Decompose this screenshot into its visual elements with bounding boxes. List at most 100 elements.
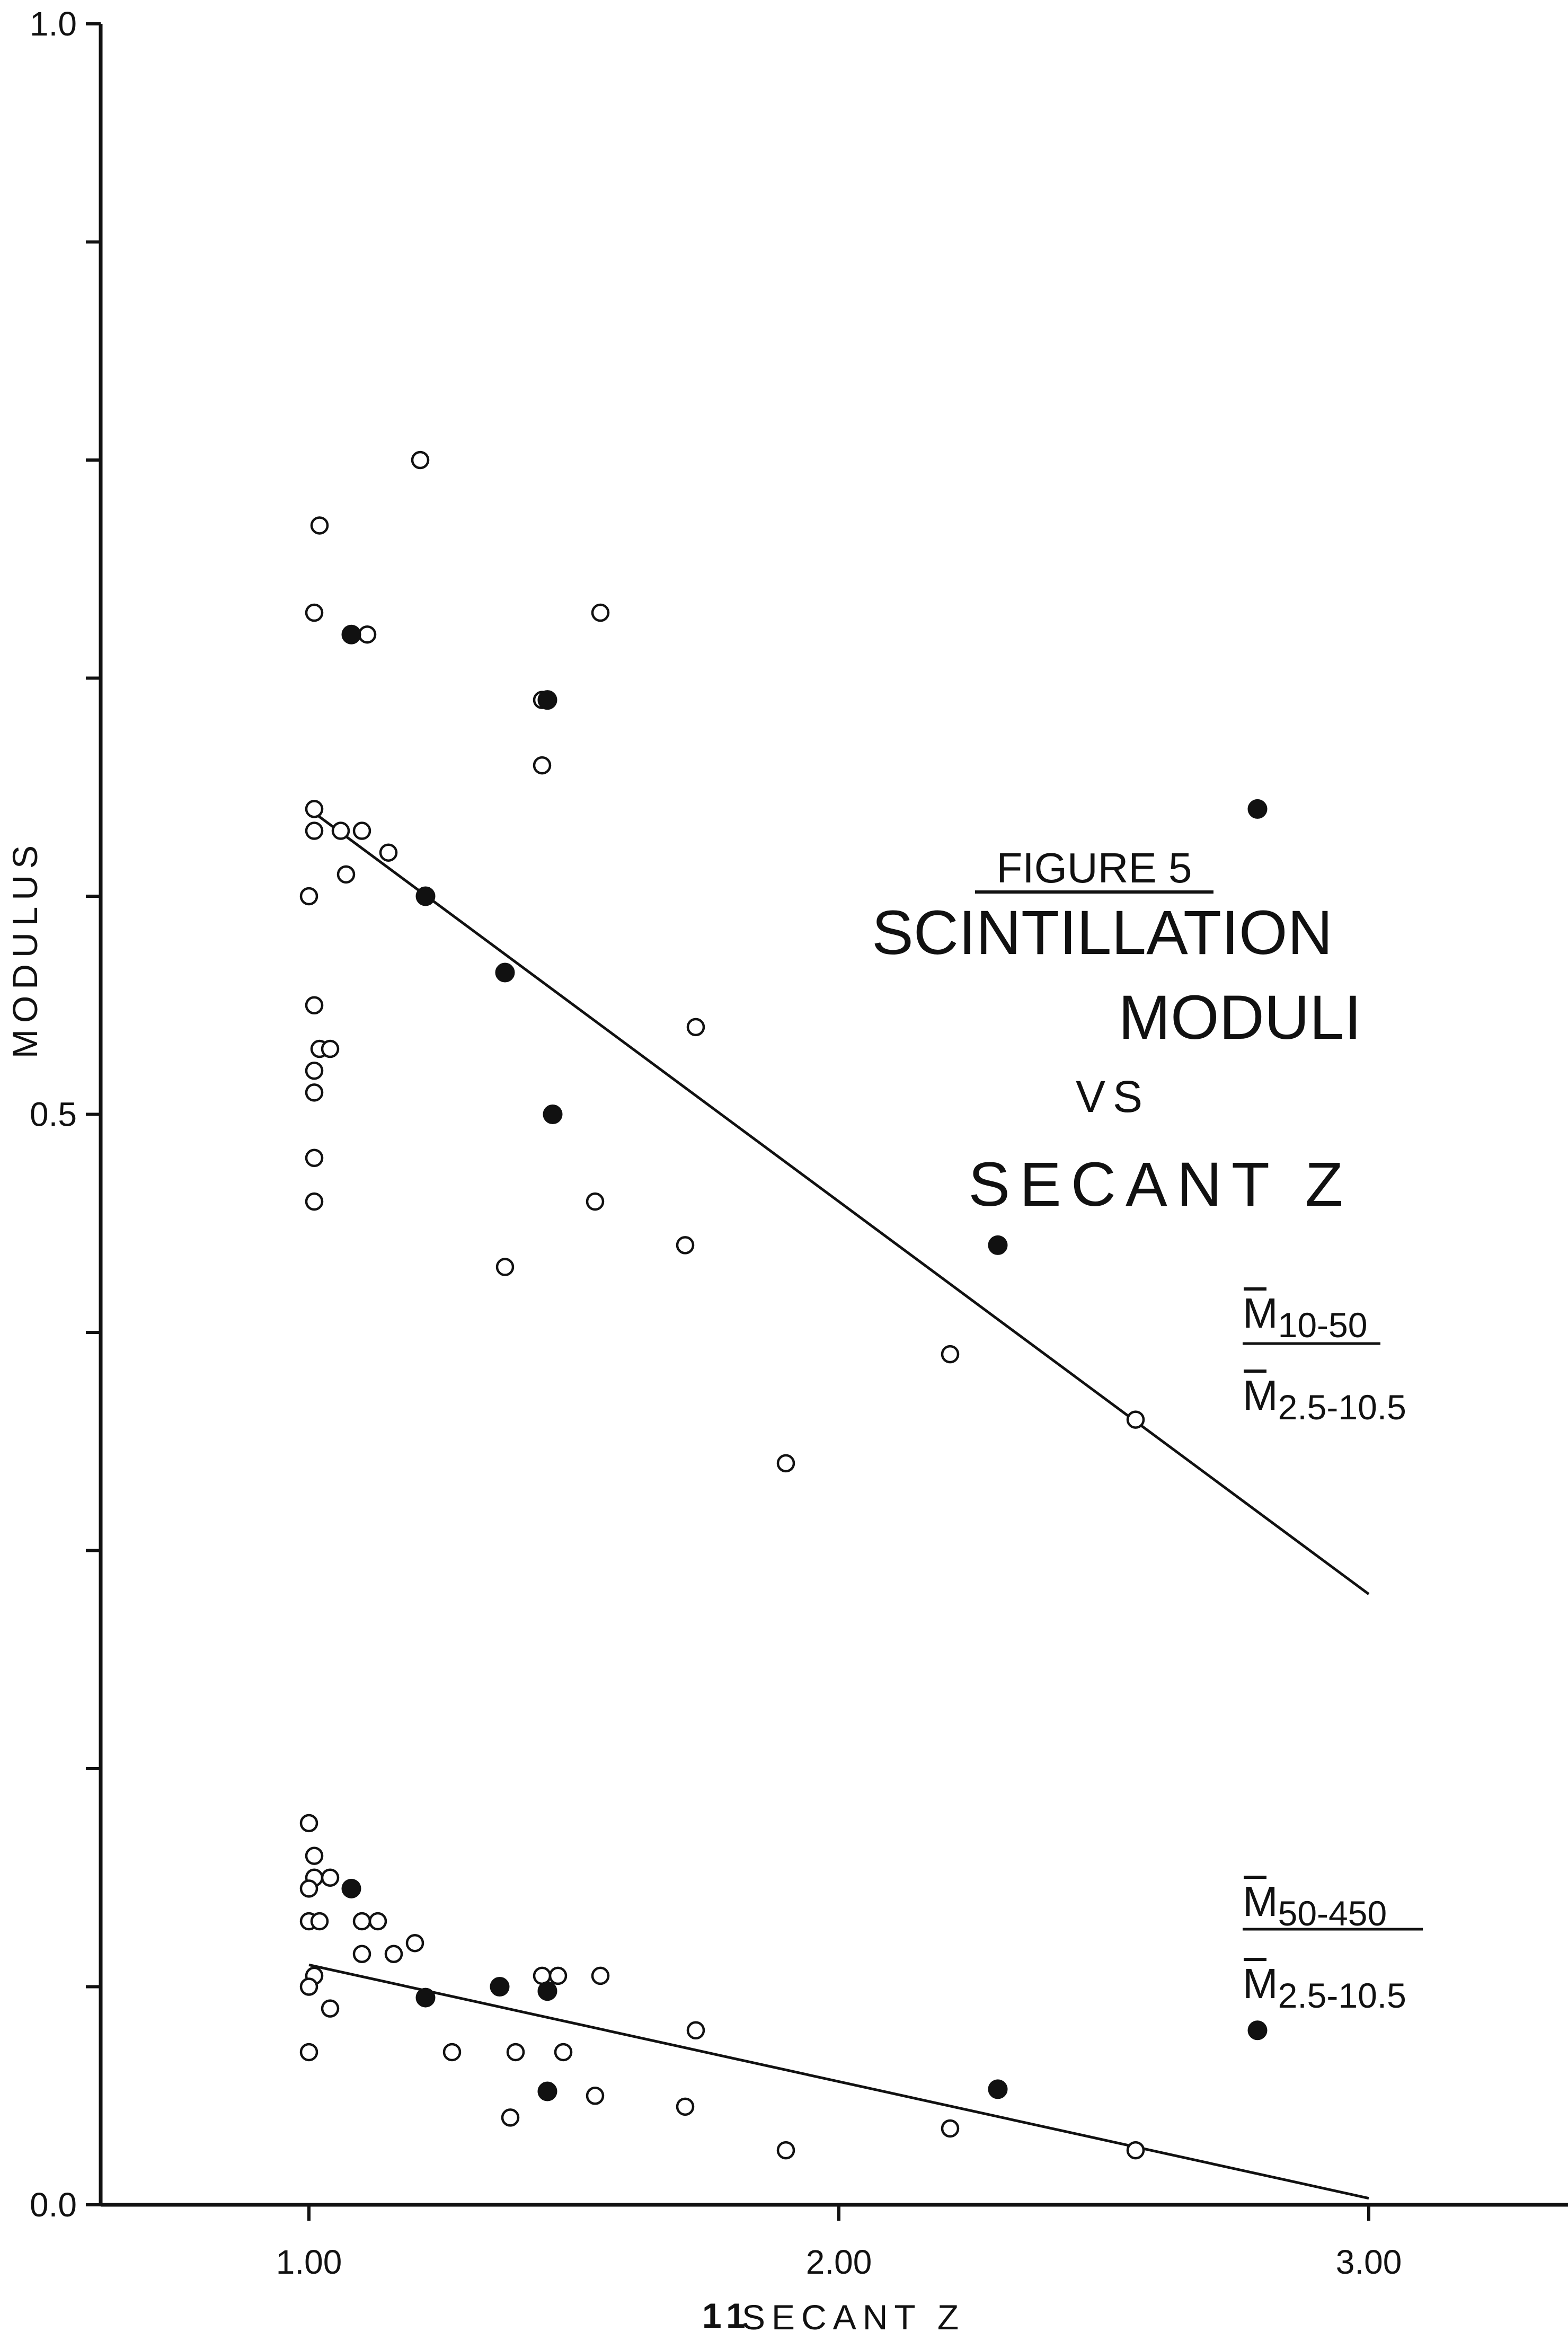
filled-point: [495, 962, 515, 983]
upper-fit-line: [308, 808, 1370, 1595]
y-axis-title: MODULUS: [5, 839, 45, 1058]
open-point: [1126, 1410, 1145, 1429]
x-axis-title: SECANT Z: [742, 2298, 965, 2332]
filled-point: [490, 1977, 510, 1997]
open-point: [368, 1912, 387, 1931]
filled-point: [415, 886, 436, 906]
filled-point: [543, 1105, 563, 1124]
open-point: [506, 2043, 525, 2062]
open-point: [299, 1879, 318, 1898]
open-point: [352, 822, 371, 840]
open-point: [554, 2043, 573, 2062]
open-point: [548, 1966, 568, 1985]
filled-point: [537, 2081, 557, 2101]
open-point: [305, 800, 324, 818]
title-line-vs: VS: [1076, 1072, 1150, 1121]
open-point: [305, 1149, 324, 1168]
open-point: [321, 1999, 340, 2018]
lower-num-sub: 50-450: [1278, 1894, 1387, 1933]
open-point: [676, 1236, 695, 1255]
upper-num-sub: 10-50: [1278, 1305, 1368, 1345]
open-point: [310, 1912, 329, 1931]
open-point: [591, 1966, 610, 1985]
open-point: [331, 822, 350, 840]
open-point: [591, 603, 610, 622]
lower-den-base: M: [1243, 1960, 1278, 2007]
open-point: [941, 2119, 960, 2138]
x-tick-label: 1.00: [276, 2243, 342, 2281]
open-point: [305, 1847, 324, 1865]
figure-number: FIGURE 5: [997, 844, 1192, 891]
open-point: [586, 1192, 605, 1211]
x-axis-title-prefix: 11: [702, 2296, 752, 2332]
open-point: [305, 1061, 324, 1080]
open-point: [305, 1083, 324, 1102]
filled-point: [415, 1988, 436, 2008]
lower-num-base: M: [1243, 1878, 1278, 1925]
title-line-moduli: MODULI: [1119, 983, 1362, 1053]
svg-text:M50-450: M50-450: [1243, 1878, 1387, 1933]
open-point: [495, 1258, 515, 1276]
open-point: [352, 1912, 371, 1931]
open-point: [299, 887, 318, 906]
open-point: [336, 865, 356, 884]
open-point: [776, 2141, 795, 2160]
open-point: [305, 822, 324, 840]
filled-point: [341, 624, 361, 644]
open-point: [305, 1192, 324, 1211]
filled-point: [341, 1878, 361, 1898]
y-tick-label: 0.0: [30, 2186, 77, 2224]
lower-ratio-label: M50-450 M2.5-10.5: [1243, 1876, 1423, 2015]
open-point: [305, 996, 324, 1014]
title-line-secant-z: SECANT Z: [968, 1150, 1352, 1220]
lower-den-sub: 2.5-10.5: [1278, 1976, 1406, 2015]
y-tick-label: 1.0: [30, 5, 77, 43]
data-points: [299, 450, 1268, 2160]
open-point: [379, 843, 398, 862]
fit-lines: [308, 808, 1370, 2200]
lower-fit-line: [308, 1963, 1369, 2200]
open-point: [411, 450, 430, 470]
open-point: [305, 603, 324, 622]
filled-point: [537, 690, 557, 710]
open-point: [586, 2087, 605, 2105]
figure-title: FIGURE 5 SCINTILLATION MODULI VS SECANT …: [872, 844, 1361, 1220]
filled-point: [1247, 799, 1268, 819]
open-point: [358, 625, 377, 644]
upper-ratio-label: M10-50 M2.5-10.5: [1243, 1287, 1406, 1427]
open-point: [405, 1933, 424, 1953]
open-point: [310, 516, 329, 535]
open-point: [1126, 2141, 1145, 2160]
open-point: [941, 1345, 960, 1364]
filled-point: [537, 1981, 557, 2001]
svg-text:M2.5-10.5: M2.5-10.5: [1243, 1372, 1406, 1427]
upper-den-sub: 2.5-10.5: [1278, 1388, 1406, 1427]
open-point: [321, 1039, 340, 1058]
title-line-scintillation: SCINTILLATION: [872, 898, 1333, 968]
open-point: [299, 1977, 318, 1996]
open-point: [533, 756, 552, 775]
filled-point: [988, 1235, 1008, 1255]
y-tick-label: 0.5: [30, 1096, 77, 1134]
x-tick-label: 3.00: [1336, 2243, 1402, 2281]
svg-text:M10-50: M10-50: [1243, 1289, 1367, 1345]
filled-point: [988, 2079, 1008, 2099]
upper-num-base: M: [1243, 1289, 1278, 1337]
upper-den-base: M: [1243, 1372, 1278, 1419]
open-point: [501, 2108, 520, 2127]
open-point: [676, 2097, 695, 2116]
open-point: [442, 2043, 462, 2062]
svg-text:M2.5-10.5: M2.5-10.5: [1243, 1960, 1406, 2015]
open-point: [686, 2021, 705, 2040]
open-point: [299, 1814, 318, 1833]
axes: 0.0 0.5 1.0 1.00 2.00 3.00: [30, 5, 1568, 2281]
x-tick-label: 2.00: [806, 2243, 872, 2281]
open-point: [384, 1945, 403, 1964]
open-point: [352, 1945, 371, 1964]
open-point: [686, 1018, 705, 1037]
open-point: [321, 1868, 340, 1887]
open-point: [776, 1454, 795, 1473]
filled-point: [1247, 2020, 1268, 2040]
open-point: [299, 2043, 318, 2062]
